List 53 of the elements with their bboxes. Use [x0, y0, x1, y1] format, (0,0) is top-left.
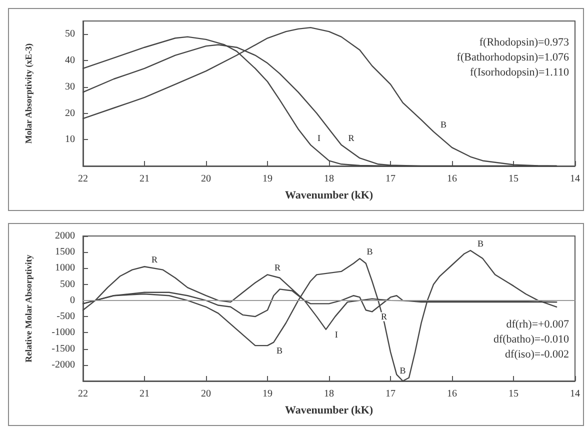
annotation: f(Rhodopsin)=0.973: [479, 36, 570, 48]
annotation: R: [381, 312, 388, 322]
y-tick-label: -1500: [52, 343, 75, 354]
annotation: B: [477, 238, 484, 248]
y-tick-label: 30: [65, 81, 75, 92]
annotation: df(iso)=-0.002: [505, 348, 569, 360]
annotation: B: [366, 246, 373, 257]
x-axis-title: Wavenumber (kK): [284, 190, 374, 202]
y-tick-label: 1500: [55, 246, 75, 258]
x-tick-label: 14: [570, 174, 580, 184]
x-tick-label: 20: [201, 174, 211, 184]
x-tick-label: 18: [324, 388, 334, 400]
y-tick-label: 10: [65, 134, 75, 146]
y-tick-label: 40: [65, 55, 75, 66]
x-tick-label: 22: [78, 388, 88, 400]
x-tick-label: 21: [140, 388, 150, 400]
annotation: R: [152, 254, 158, 265]
x-tick-label: 15: [508, 174, 518, 184]
y-tick-label: -500: [56, 311, 75, 322]
y-tick-label: 50: [65, 28, 75, 40]
annotation: I: [334, 329, 338, 340]
x-tick-label: 14: [570, 388, 580, 400]
annotation: B: [400, 366, 406, 376]
x-tick-label: 18: [324, 174, 334, 184]
y-tick-label: 2000: [55, 230, 75, 242]
annotation: f(Bathorhodopsin)=1.076: [456, 52, 570, 64]
x-tick-label: 20: [201, 388, 211, 400]
x-tick-label: 19: [262, 388, 272, 400]
annotation: f(Isorhodopsin)=1.110: [470, 66, 570, 78]
y-tick-label: -1000: [52, 327, 75, 338]
y-tick-label: 1000: [55, 262, 75, 274]
x-tick-label: 16: [447, 388, 457, 400]
x-tick-label: 17: [386, 174, 396, 184]
x-axis-title: Wavenumber (kK): [284, 404, 374, 416]
annotation: B: [440, 120, 447, 130]
y-tick-label: 20: [65, 108, 75, 119]
y-axis-title: Molar Absorptivity (xE-3): [24, 43, 34, 144]
y-axis-title: Relative Molar Absorptivity: [24, 254, 34, 362]
x-tick-label: 17: [386, 388, 396, 400]
x-tick-label: 22: [78, 174, 88, 184]
x-tick-label: 19: [262, 174, 272, 184]
annotation: B: [276, 346, 283, 356]
y-tick-label: 500: [60, 278, 75, 290]
y-tick-label: -2000: [52, 359, 75, 370]
x-tick-label: 15: [508, 388, 518, 400]
annotation: df(batho)=-0.010: [493, 334, 570, 346]
annotation: R: [274, 262, 281, 273]
annotation: R: [348, 132, 354, 143]
y-tick-label: 0: [70, 294, 75, 306]
x-tick-label: 21: [140, 174, 150, 184]
annotation: df(rh)=+0.007: [506, 318, 570, 330]
x-tick-label: 16: [447, 174, 457, 184]
annotation: I: [318, 132, 321, 143]
